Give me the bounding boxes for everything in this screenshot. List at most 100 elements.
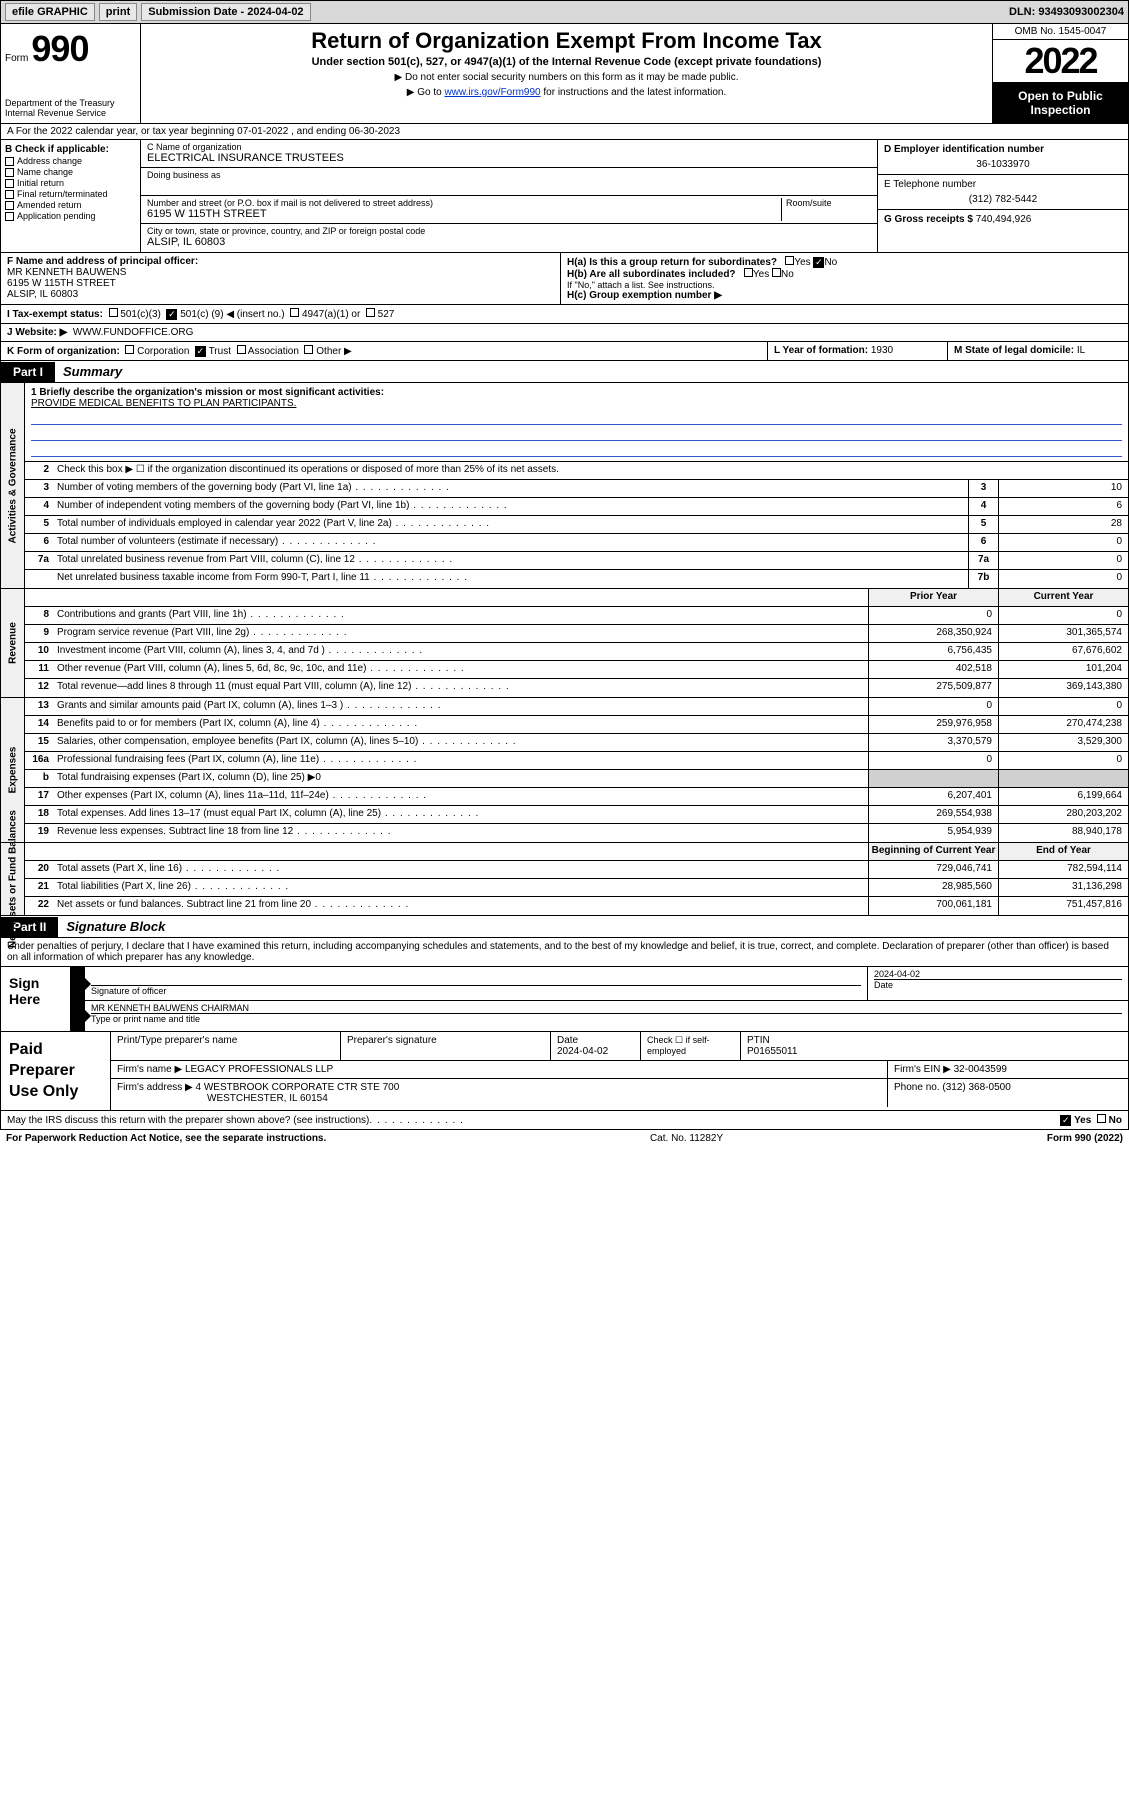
section-j: J Website: ▶ WWW.FUNDOFFICE.ORG — [0, 324, 1129, 342]
chk-ha-no[interactable]: ✓ — [813, 257, 824, 268]
irs-label: Internal Revenue Service — [5, 108, 136, 118]
table-row: 17Other expenses (Part IX, column (A), l… — [25, 788, 1128, 806]
chk-other[interactable] — [304, 345, 313, 354]
table-row: 14Benefits paid to or for members (Part … — [25, 716, 1128, 734]
section-i: I Tax-exempt status: 501(c)(3) ✓ 501(c) … — [0, 305, 1129, 324]
top-bar: efile GRAPHIC print Submission Date - 20… — [0, 0, 1129, 24]
chk-name-change[interactable] — [5, 168, 14, 177]
col-c-org-info: C Name of organization ELECTRICAL INSURA… — [141, 140, 878, 252]
table-row: 11Other revenue (Part VIII, column (A), … — [25, 661, 1128, 679]
table-row: 18Total expenses. Add lines 13–17 (must … — [25, 806, 1128, 824]
form-number: 990 — [31, 28, 88, 69]
revenue-section: Revenue Prior Year Current Year 8Contrib… — [0, 589, 1129, 698]
sign-here-block: Sign Here Signature of officer 2024-04-0… — [0, 967, 1129, 1032]
table-row: 22Net assets or fund balances. Subtract … — [25, 897, 1128, 915]
chk-hb-yes[interactable] — [744, 268, 753, 277]
table-row: 16aProfessional fundraising fees (Part I… — [25, 752, 1128, 770]
open-to-public: Open to Public Inspection — [993, 83, 1128, 123]
chk-ha-yes[interactable] — [785, 256, 794, 265]
form-subtitle-3: ▶ Go to www.irs.gov/Form990 for instruct… — [149, 87, 984, 98]
chk-hb-no[interactable] — [772, 268, 781, 277]
paid-preparer-block: Paid Preparer Use Only Print/Type prepar… — [0, 1032, 1129, 1111]
chk-527[interactable] — [366, 308, 375, 317]
table-row: 4Number of independent voting members of… — [25, 498, 1128, 516]
prep-date: 2024-04-02 — [557, 1046, 608, 1057]
section-f-h: F Name and address of principal officer:… — [0, 253, 1129, 305]
form-prefix: Form — [5, 53, 28, 64]
declaration-text: Under penalties of perjury, I declare th… — [0, 938, 1129, 967]
chk-trust[interactable]: ✓ — [195, 346, 206, 357]
col-d-right: D Employer identification number 36-1033… — [878, 140, 1128, 252]
form-subtitle-2: ▶ Do not enter social security numbers o… — [149, 72, 984, 83]
irs-link[interactable]: www.irs.gov/Form990 — [444, 87, 540, 98]
chk-address-change[interactable] — [5, 157, 14, 166]
firm-name: LEGACY PROFESSIONALS LLP — [185, 1064, 333, 1075]
state-domicile: IL — [1077, 345, 1085, 356]
table-row: 8Contributions and grants (Part VIII, li… — [25, 607, 1128, 625]
firm-ein: 32-0043599 — [954, 1064, 1007, 1075]
form-header: Form 990 Department of the Treasury Inte… — [0, 24, 1129, 124]
city-state-zip: ALSIP, IL 60803 — [147, 236, 871, 248]
chk-discuss-yes[interactable]: ✓ — [1060, 1115, 1071, 1126]
efile-button[interactable]: efile GRAPHIC — [5, 3, 95, 21]
chk-final-return[interactable] — [5, 190, 14, 199]
officer-name: MR KENNETH BAUWENS — [7, 267, 554, 278]
table-row: 15Salaries, other compensation, employee… — [25, 734, 1128, 752]
omb-number: OMB No. 1545-0047 — [993, 24, 1128, 40]
table-row: 21Total liabilities (Part X, line 26)28,… — [25, 879, 1128, 897]
table-row: 7aTotal unrelated business revenue from … — [25, 552, 1128, 570]
table-row: 10Investment income (Part VIII, column (… — [25, 643, 1128, 661]
section-klm: K Form of organization: Corporation ✓ Tr… — [0, 342, 1129, 361]
website: WWW.FUNDOFFICE.ORG — [73, 327, 194, 338]
chk-initial-return[interactable] — [5, 179, 14, 188]
firm-address-2: WESTCHESTER, IL 60154 — [207, 1093, 328, 1104]
submission-date: Submission Date - 2024-04-02 — [141, 3, 310, 21]
table-row: 6Total number of volunteers (estimate if… — [25, 534, 1128, 552]
chk-4947[interactable] — [290, 308, 299, 317]
table-row: Net unrelated business taxable income fr… — [25, 570, 1128, 588]
ein: 36-1033970 — [884, 159, 1122, 170]
tax-year: 2022 — [993, 40, 1128, 83]
governance-section: Activities & Governance 1 Briefly descri… — [0, 383, 1129, 589]
main-info-block: B Check if applicable: Address change Na… — [0, 140, 1129, 253]
table-row: 13Grants and similar amounts paid (Part … — [25, 698, 1128, 716]
chk-amended[interactable] — [5, 201, 14, 210]
firm-phone: (312) 368-0500 — [942, 1082, 1010, 1093]
chk-application-pending[interactable] — [5, 212, 14, 221]
chk-501c[interactable]: ✓ — [166, 309, 177, 320]
year-formation: 1930 — [871, 345, 893, 356]
sign-date: 2024-04-02 — [874, 969, 1122, 979]
chk-discuss-no[interactable] — [1097, 1114, 1106, 1123]
bottom-line: For Paperwork Reduction Act Notice, see … — [0, 1130, 1129, 1147]
part-i-header: Part I Summary — [0, 361, 1129, 383]
phone: (312) 782-5442 — [884, 194, 1122, 205]
col-b-checkboxes: B Check if applicable: Address change Na… — [1, 140, 141, 252]
cat-no: Cat. No. 11282Y — [326, 1133, 1047, 1144]
chk-501c3[interactable] — [109, 308, 118, 317]
form-subtitle-1: Under section 501(c), 527, or 4947(a)(1)… — [149, 56, 984, 68]
table-row: 20Total assets (Part X, line 16)729,046,… — [25, 861, 1128, 879]
org-name: ELECTRICAL INSURANCE TRUSTEES — [147, 152, 871, 164]
table-row: bTotal fundraising expenses (Part IX, co… — [25, 770, 1128, 788]
form-title: Return of Organization Exempt From Incom… — [149, 28, 984, 54]
dept-treasury: Department of the Treasury — [5, 98, 136, 108]
gross-receipts: 740,494,926 — [976, 214, 1032, 225]
sig-arrow-icon-2 — [71, 1001, 85, 1031]
chk-corp[interactable] — [125, 345, 134, 354]
discuss-row: May the IRS discuss this return with the… — [0, 1111, 1129, 1130]
firm-address-1: 4 WESTBROOK CORPORATE CTR STE 700 — [196, 1082, 400, 1093]
street-address: 6195 W 115TH STREET — [147, 208, 781, 220]
expenses-section: Expenses 13Grants and similar amounts pa… — [0, 698, 1129, 843]
table-row: 3Number of voting members of the governi… — [25, 480, 1128, 498]
dln: DLN: 93493093002304 — [1009, 6, 1124, 18]
chk-assoc[interactable] — [237, 345, 246, 354]
ptin: P01655011 — [747, 1046, 797, 1057]
sig-arrow-icon — [71, 967, 85, 1000]
form-no-footer: Form 990 (2022) — [1047, 1133, 1123, 1144]
print-button[interactable]: print — [99, 3, 137, 21]
table-row: 12Total revenue—add lines 8 through 11 (… — [25, 679, 1128, 697]
netassets-section: Net Assets or Fund Balances Beginning of… — [0, 843, 1129, 916]
officer-name-sig: MR KENNETH BAUWENS CHAIRMAN — [91, 1003, 1122, 1013]
row-a-tax-year: A For the 2022 calendar year, or tax yea… — [0, 124, 1129, 140]
part-ii-header: Part II Signature Block — [0, 916, 1129, 938]
